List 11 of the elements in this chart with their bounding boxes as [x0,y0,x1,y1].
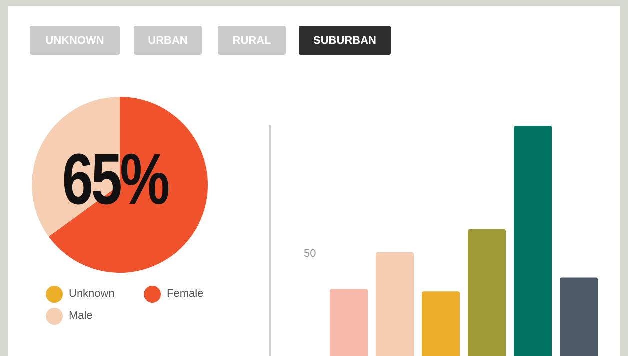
bar [514,126,552,356]
bar [560,278,598,356]
text: SUBURBAN [299,26,391,55]
bar [422,292,460,356]
legend-label: Unknown [69,288,115,300]
legend-label: Female [167,288,204,300]
bar [376,252,414,356]
bar [330,289,368,356]
legend-label: Male [69,310,93,322]
text: 50 [304,248,316,260]
bar [468,230,506,356]
